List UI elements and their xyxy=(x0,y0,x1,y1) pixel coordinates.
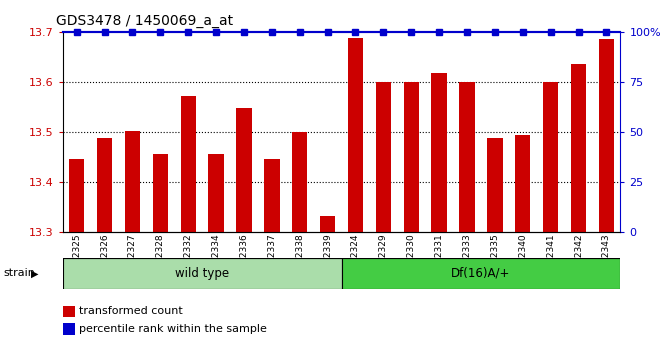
Bar xyxy=(320,216,335,232)
Bar xyxy=(209,154,224,232)
Text: transformed count: transformed count xyxy=(79,306,183,316)
Bar xyxy=(97,138,112,232)
Bar xyxy=(292,132,308,232)
Text: Df(16)A/+: Df(16)A/+ xyxy=(451,267,511,280)
Bar xyxy=(342,258,620,289)
Bar xyxy=(236,108,251,232)
Text: percentile rank within the sample: percentile rank within the sample xyxy=(79,324,267,334)
Text: strain: strain xyxy=(3,268,35,279)
Bar xyxy=(181,96,196,232)
Bar xyxy=(125,131,140,232)
Bar xyxy=(543,82,558,232)
Bar xyxy=(515,135,531,232)
Text: ▶: ▶ xyxy=(31,268,38,279)
Bar xyxy=(63,258,342,289)
Bar xyxy=(348,38,363,232)
Bar xyxy=(599,39,614,232)
Bar xyxy=(571,64,586,232)
Bar xyxy=(459,82,475,232)
Bar xyxy=(152,154,168,232)
Text: wild type: wild type xyxy=(175,267,229,280)
Bar xyxy=(487,138,502,232)
Bar xyxy=(404,82,419,232)
Text: GDS3478 / 1450069_a_at: GDS3478 / 1450069_a_at xyxy=(56,14,233,28)
Bar xyxy=(432,73,447,232)
Bar xyxy=(264,159,279,232)
Bar xyxy=(69,159,84,232)
Bar xyxy=(376,82,391,232)
